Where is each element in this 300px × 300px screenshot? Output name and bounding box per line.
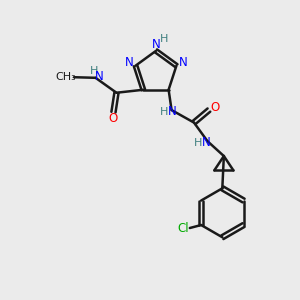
Text: N: N	[202, 136, 210, 149]
Text: N: N	[178, 56, 188, 69]
Text: O: O	[109, 112, 118, 124]
Text: N: N	[152, 38, 160, 51]
Text: CH₃: CH₃	[55, 72, 76, 82]
Text: Cl: Cl	[177, 222, 189, 235]
Text: H: H	[160, 34, 169, 44]
Text: H: H	[160, 106, 168, 117]
Text: N: N	[124, 56, 133, 69]
Text: N: N	[95, 70, 103, 83]
Text: O: O	[211, 100, 220, 114]
Text: N: N	[168, 105, 177, 118]
Text: H: H	[90, 66, 98, 76]
Text: H: H	[194, 138, 203, 148]
